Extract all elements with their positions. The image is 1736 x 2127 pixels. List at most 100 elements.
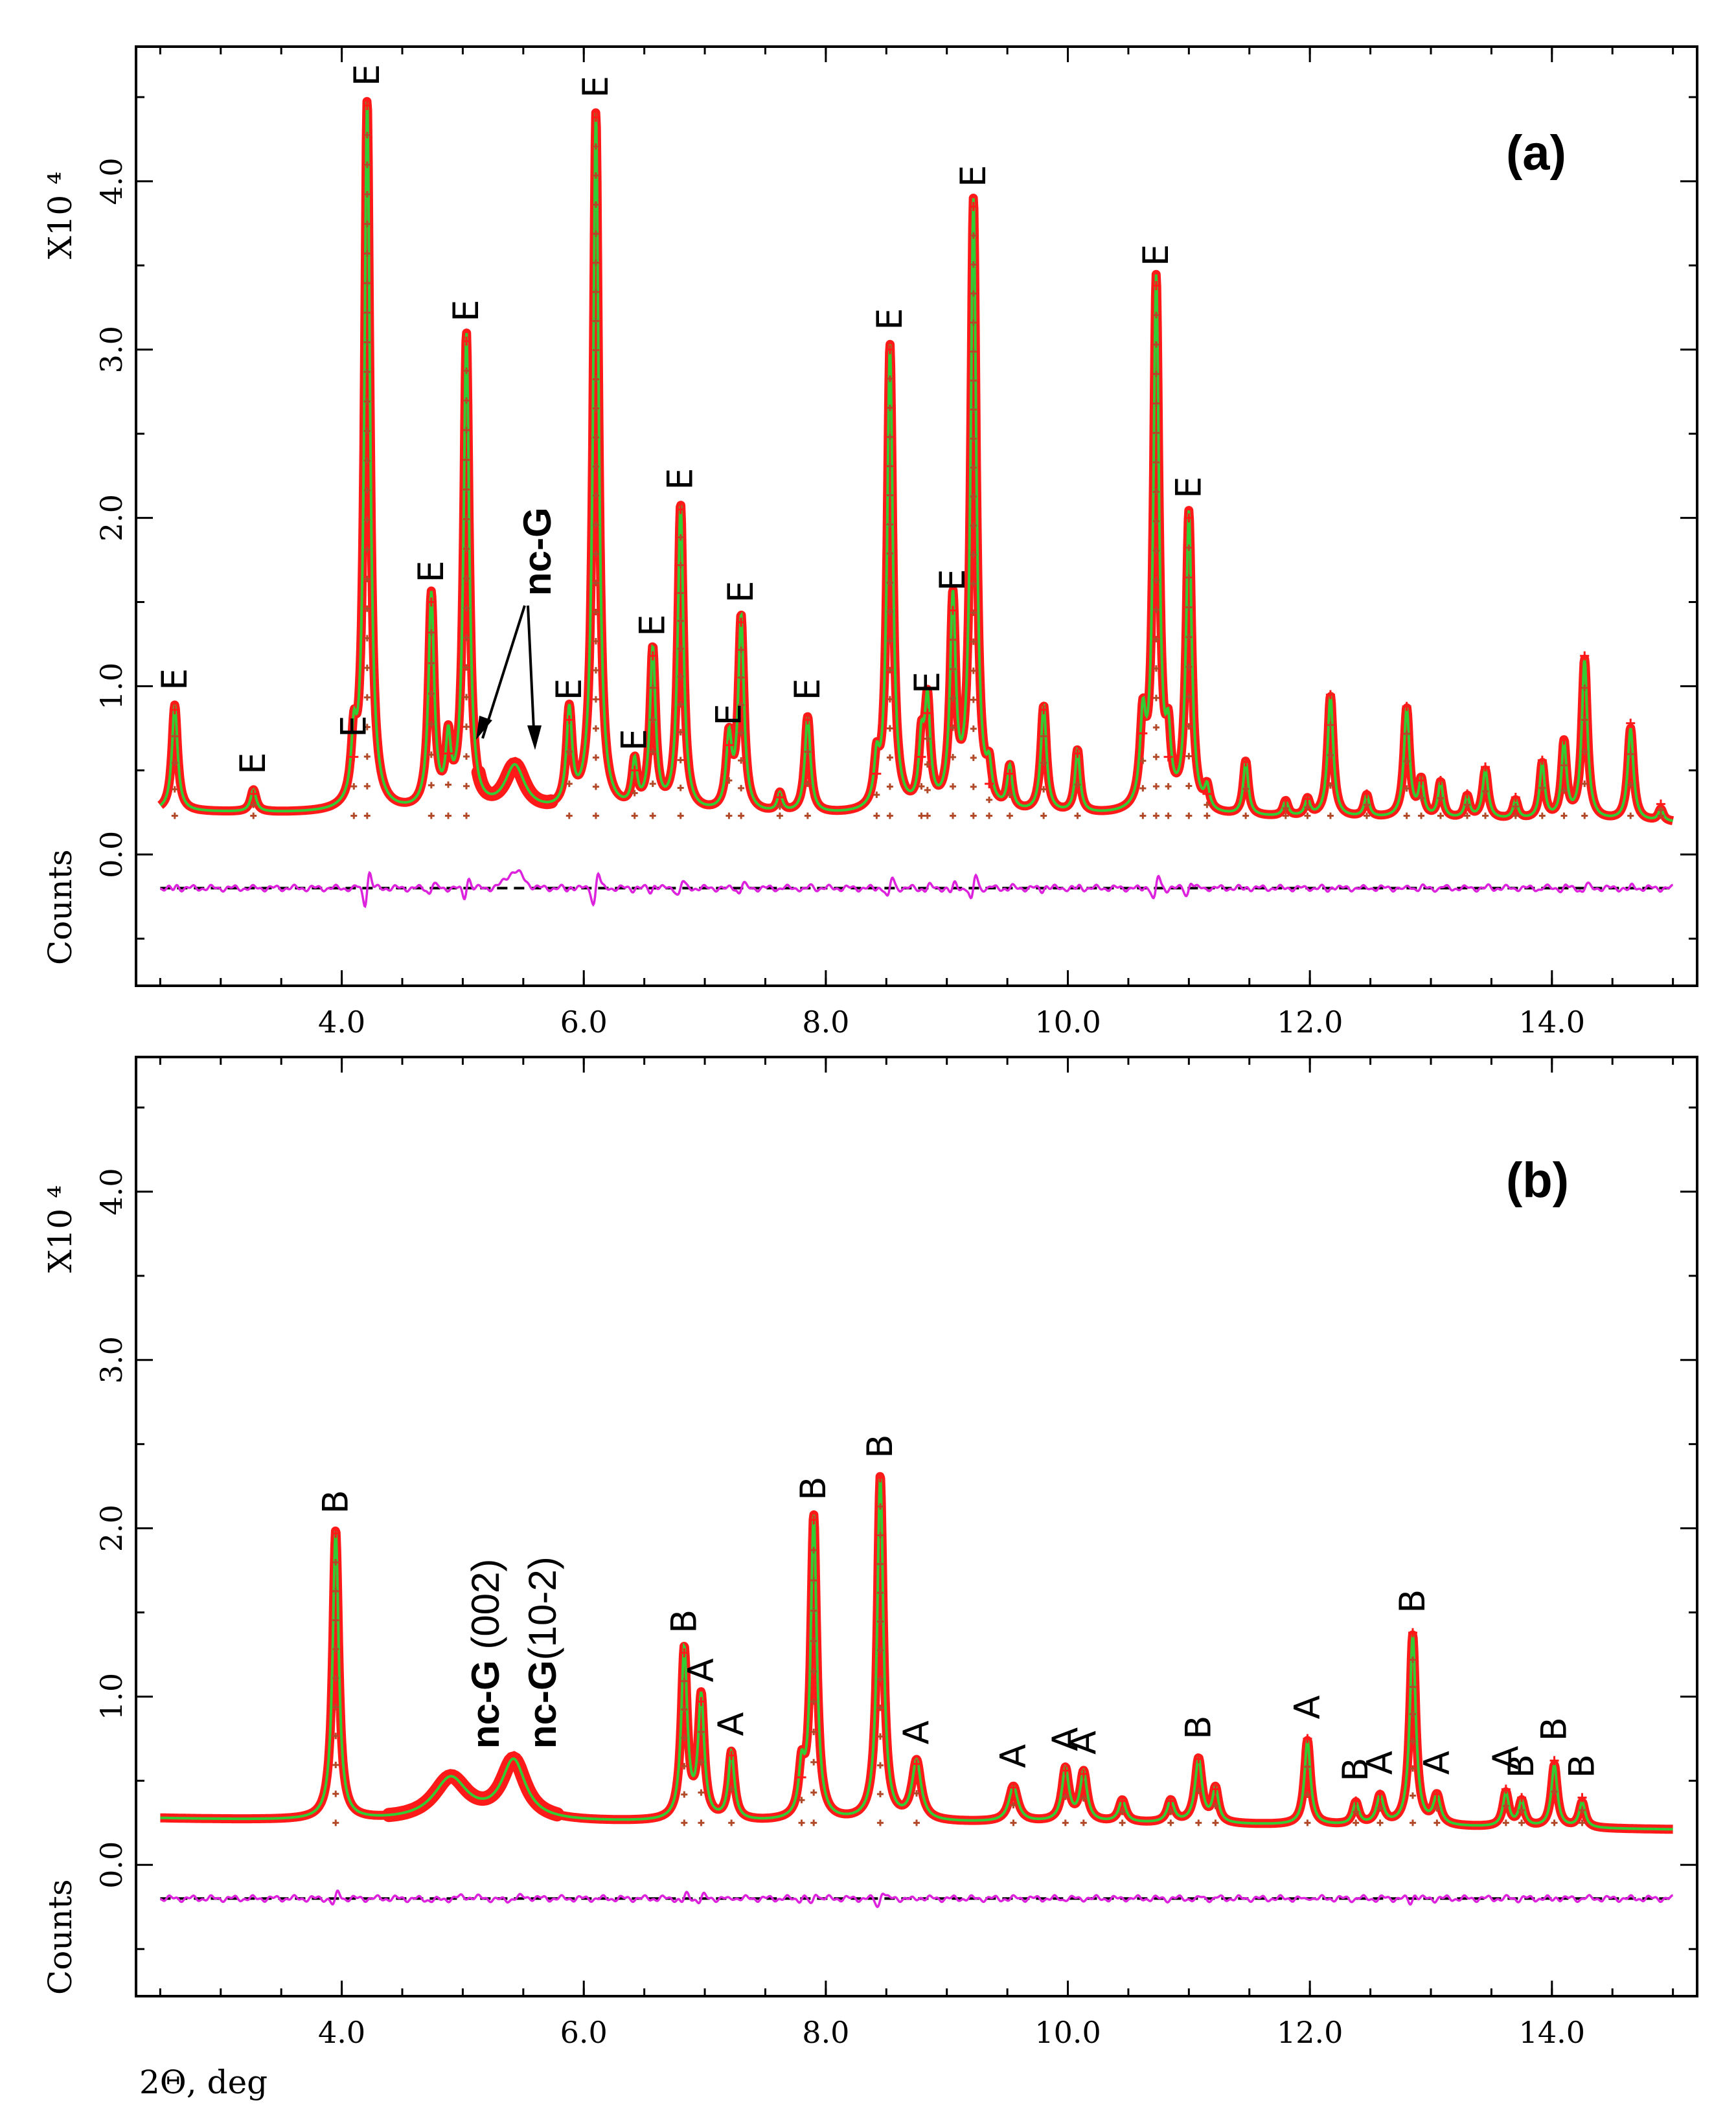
observed-point (363, 516, 371, 523)
peak-label-e: E (869, 308, 910, 330)
observed-point (1152, 724, 1159, 731)
observed-profile (156, 1472, 1677, 1834)
observed-point (924, 761, 931, 768)
observed-point (918, 812, 925, 819)
observed-point (918, 783, 925, 790)
observed-point (886, 579, 893, 586)
observed-point (1204, 801, 1211, 808)
observed-point (1464, 812, 1471, 819)
observed-point (1079, 1769, 1088, 1779)
observed-point (363, 694, 371, 701)
peak-label-e: E (907, 672, 948, 694)
observed-point (1408, 1628, 1417, 1637)
observed-point (970, 638, 977, 645)
observed-point (1502, 1803, 1509, 1810)
observed-point (1511, 792, 1520, 802)
peak-label-e: E (446, 300, 486, 322)
observed-point (1512, 803, 1519, 810)
observed-point (428, 659, 435, 666)
observed-point (631, 790, 638, 797)
observed-point (886, 783, 893, 790)
observed-point (1464, 801, 1471, 808)
observed-point (332, 1617, 339, 1624)
observed-point (250, 812, 257, 819)
observed-point (1304, 1819, 1311, 1826)
observed-point (363, 220, 371, 227)
observed-point (970, 435, 977, 442)
observed-point (463, 367, 470, 374)
panel-a-y-axis-label: Counts (41, 849, 79, 965)
observed-point (677, 534, 684, 541)
observed-point (463, 545, 470, 552)
observed-point (1304, 1791, 1311, 1799)
observed-point (1282, 804, 1289, 812)
observed-point (1165, 812, 1172, 819)
observed-point (677, 617, 684, 624)
observed-point (649, 812, 656, 819)
observed-point (970, 319, 977, 326)
x-tick-label: 12.0 (1277, 1005, 1343, 1040)
observed-point (970, 580, 977, 587)
peak-label-e: E (549, 678, 589, 700)
observed-point (592, 288, 599, 295)
observed-point (950, 812, 957, 819)
observed-point (1560, 762, 1568, 769)
observed-point (592, 230, 599, 237)
observed-point (592, 492, 599, 499)
observed-point (970, 290, 977, 297)
observed-point (970, 406, 977, 413)
observed-point (680, 1648, 689, 1657)
observed-point (1433, 1805, 1441, 1812)
observed-point (171, 786, 178, 793)
observed-point (1152, 429, 1159, 437)
observed-point (1006, 791, 1013, 799)
observed-point (1212, 1803, 1219, 1810)
observed-point (804, 812, 811, 819)
observed-point (950, 724, 957, 731)
x-tick-label: 6.0 (560, 1005, 608, 1040)
observed-point (681, 1678, 688, 1685)
observed-point (1626, 718, 1636, 728)
peak-label-e: E (932, 569, 973, 591)
observed-point (804, 780, 811, 788)
observed-point (1119, 1808, 1126, 1815)
observed-point (1152, 370, 1159, 378)
observed-point (725, 812, 733, 819)
observed-point (1185, 574, 1193, 581)
observed-point (1403, 758, 1410, 765)
observed-point (592, 754, 599, 761)
panel-a-series (156, 97, 1677, 909)
calculated-profile (159, 101, 1674, 823)
observed-point (676, 505, 685, 514)
observed-point (428, 812, 435, 819)
observed-point (428, 782, 435, 789)
nc-g-002-annotation: nc-G (002) (464, 1559, 507, 1749)
observed-point (970, 377, 977, 384)
y-tick-label: 4.0 (94, 157, 129, 205)
observed-point (876, 1733, 884, 1740)
observed-point (1010, 1802, 1017, 1809)
x-tick-label: 4.0 (318, 2015, 365, 2050)
peak-label-b: B (860, 1435, 900, 1459)
observed-point (798, 1819, 805, 1826)
observed-point (363, 753, 371, 760)
observed-point (1325, 690, 1335, 700)
observed-point (1241, 757, 1251, 767)
observed-point (970, 812, 977, 819)
observed-point (1185, 663, 1193, 670)
observed-point (649, 780, 656, 788)
x-tick-label: 14.0 (1519, 2015, 1585, 2050)
observed-point (810, 1668, 817, 1675)
peak-label-e: E (953, 165, 994, 187)
broad-feature-observed (463, 1751, 565, 1822)
observed-point (1435, 775, 1445, 785)
observed-point (592, 637, 599, 644)
observed-point (1409, 1765, 1416, 1772)
observed-point (1577, 1793, 1587, 1803)
observed-point (948, 606, 958, 615)
observed-point (1152, 518, 1159, 525)
observed-point (332, 1587, 339, 1595)
observed-point (463, 812, 470, 819)
observed-point (924, 735, 931, 742)
